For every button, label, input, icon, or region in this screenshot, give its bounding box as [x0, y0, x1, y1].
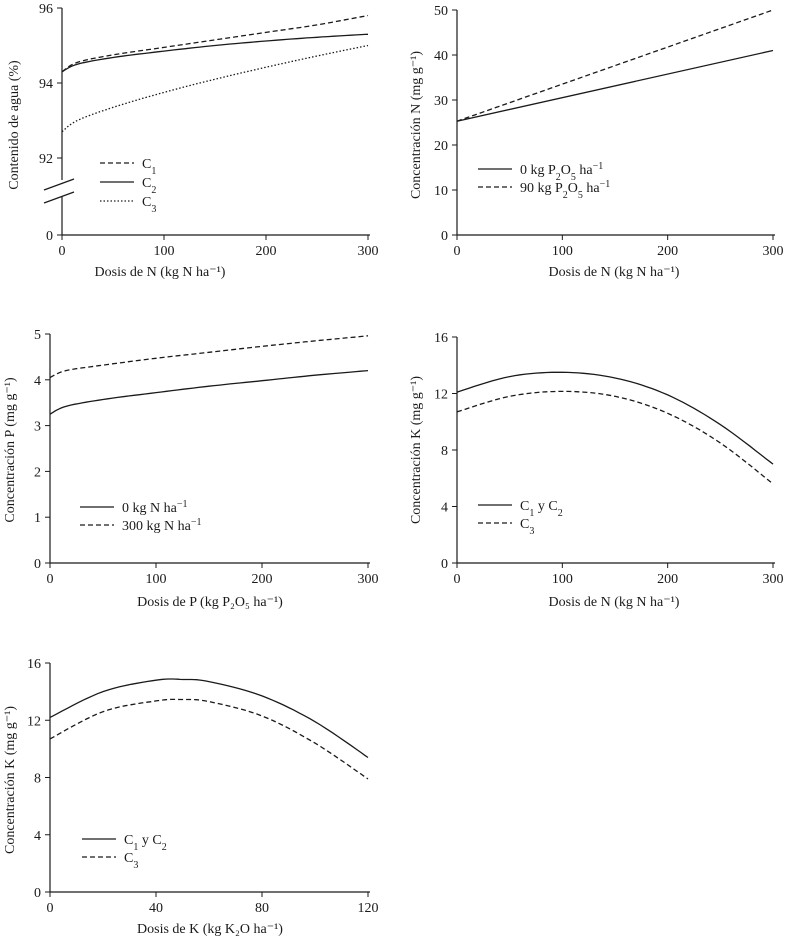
x-tick-label: 300 — [358, 244, 379, 259]
y-tick-label: 0 — [34, 557, 41, 572]
legend-label: 0 kg P2O5 ha−1 — [520, 161, 603, 183]
x-axis-title: Dosis de N (kg N ha⁻¹) — [549, 265, 680, 280]
x-tick-label: 100 — [154, 244, 175, 259]
x-tick-label: 0 — [454, 244, 461, 259]
legend-label: 0 kg N ha−1 — [122, 499, 187, 517]
axis-break-mark — [43, 191, 75, 204]
legend-label: 300 kg N ha−1 — [122, 517, 201, 535]
legend-label: C1 y C2 — [520, 499, 563, 519]
y-axis-title: Contenido de agua (%) — [7, 60, 22, 190]
chart-panel-2: 0 100 200 300 0 10 20 30 40 50 Dosis de N (kg N ha… — [409, 4, 784, 280]
y-tick-label: 4 — [441, 501, 448, 516]
chart-panel-1: 0 100 200 300 0 92 94 96 Dosis de N (kg N ha⁻¹) C… — [7, 2, 379, 280]
y-tick-label: 0 — [46, 229, 53, 244]
y-tick-label: 2 — [34, 465, 41, 480]
y-tick-label: 20 — [434, 139, 448, 154]
series-line-2 — [61, 33, 369, 73]
y-tick-label: 0 — [34, 886, 41, 901]
y-tick-label: 12 — [434, 388, 448, 403]
x-tick-label: 0 — [454, 572, 461, 587]
chart-panel-3: 0 100 200 300 0 1 2 3 4 5 Dosis de P (kg P₂O₅ ha⁻¹… — [3, 328, 379, 610]
series-line-2 — [456, 9, 774, 122]
legend-label: 90 kg P2O5 ha−1 — [520, 179, 610, 201]
x-axis-title: Dosis de N (kg N ha⁻¹) — [549, 595, 680, 610]
x-tick-label: 0 — [47, 901, 54, 916]
series-line-2 — [49, 698, 369, 780]
y-tick-label: 50 — [434, 4, 448, 19]
y-tick-label: 40 — [434, 49, 448, 64]
x-tick-label: 200 — [256, 244, 277, 259]
x-tick-label: 100 — [552, 572, 573, 587]
y-tick-label: 16 — [27, 657, 41, 672]
y-tick-label: 16 — [434, 331, 448, 346]
y-axis-title: Concentración P (mg g⁻¹) — [3, 377, 18, 523]
x-axis-title: Dosis de N (kg N ha⁻¹) — [95, 265, 226, 280]
y-tick-label: 96 — [39, 2, 53, 17]
legend-label: C2 — [142, 176, 156, 196]
x-tick-label: 0 — [47, 572, 54, 587]
series-line-1 — [456, 371, 774, 465]
x-tick-label: 100 — [146, 572, 167, 587]
y-tick-label: 1 — [34, 511, 41, 526]
series-line-3 — [61, 44, 369, 133]
series-line-1 — [61, 14, 369, 73]
y-tick-label: 0 — [441, 557, 448, 572]
chart-panel-5: 0 40 80 120 0 4 8 12 16 Dosis de K (kg K₂O ha⁻¹) C… — [3, 657, 379, 937]
legend-label: C1 y C2 — [124, 833, 167, 853]
series-line-1 — [456, 49, 774, 122]
series-line-2 — [456, 390, 774, 485]
y-tick-label: 8 — [34, 772, 41, 787]
x-tick-label: 0 — [59, 244, 66, 259]
y-tick-label: 0 — [441, 229, 448, 244]
y-tick-label: 5 — [34, 328, 41, 343]
y-axis-title: Concentración K (mg g⁻¹) — [409, 376, 424, 524]
x-tick-label: 200 — [657, 572, 678, 587]
x-tick-label: 300 — [358, 572, 379, 587]
chart-panel-4: 0 100 200 300 0 4 8 12 16 Dosis de N (kg N ha⁻¹) C… — [409, 331, 784, 610]
x-axis-title: Dosis de K (kg K₂O ha⁻¹) — [137, 922, 283, 937]
x-tick-label: 100 — [552, 244, 573, 259]
x-tick-label: 40 — [149, 901, 163, 916]
series-line-1 — [49, 678, 369, 759]
axis-break-mark — [43, 178, 75, 191]
x-tick-label: 80 — [255, 901, 269, 916]
y-tick-label: 94 — [39, 77, 53, 92]
legend-label: C3 — [142, 195, 156, 215]
series-line-2 — [49, 335, 369, 379]
y-tick-label: 4 — [34, 829, 41, 844]
x-axis-title: Dosis de P (kg P₂O₅ ha⁻¹) — [137, 595, 283, 610]
x-tick-label: 300 — [763, 244, 784, 259]
y-tick-label: 8 — [441, 444, 448, 459]
y-tick-label: 4 — [34, 374, 41, 389]
x-tick-label: 200 — [657, 244, 678, 259]
legend-label: C3 — [124, 851, 138, 871]
x-tick-label: 200 — [252, 572, 273, 587]
y-axis-title: Concentración K (mg g⁻¹) — [3, 706, 18, 854]
y-tick-label: 12 — [27, 714, 41, 729]
x-tick-label: 120 — [358, 901, 379, 916]
y-tick-label: 30 — [434, 94, 448, 109]
legend-label: C1 — [142, 157, 156, 177]
series-line-1 — [49, 369, 369, 415]
y-axis-title: Concentración N (mg g⁻¹) — [409, 51, 424, 199]
y-tick-label: 92 — [39, 152, 53, 167]
y-tick-label: 10 — [434, 184, 448, 199]
y-tick-label: 3 — [34, 420, 41, 435]
legend-label: C3 — [520, 517, 534, 537]
x-tick-label: 300 — [763, 572, 784, 587]
